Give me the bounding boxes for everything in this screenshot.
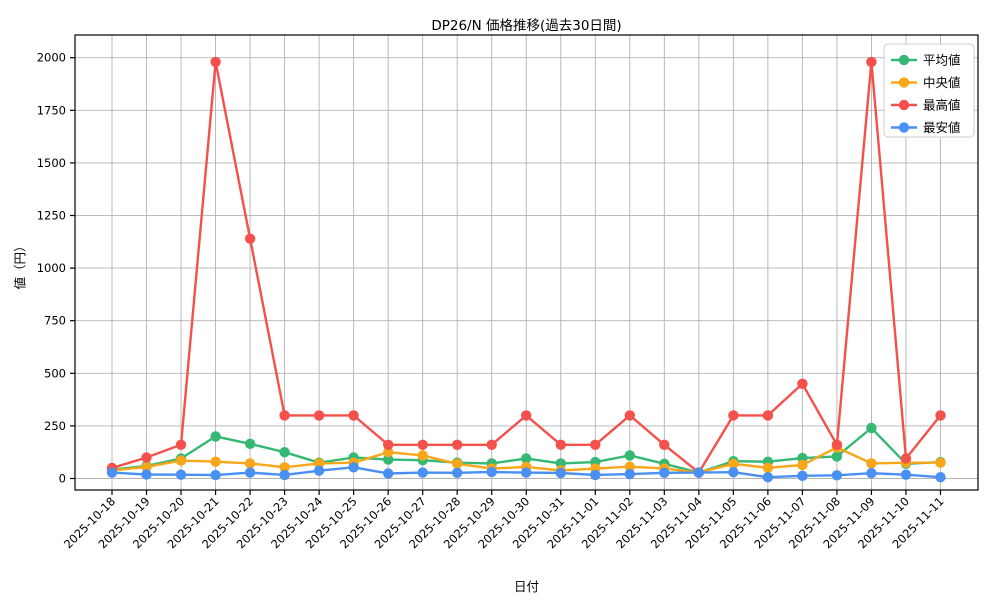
series-marker-2 bbox=[348, 410, 359, 421]
y-tick-label: 250 bbox=[44, 419, 66, 433]
series-marker-3 bbox=[383, 468, 394, 479]
series-marker-3 bbox=[521, 467, 532, 478]
series-marker-1 bbox=[797, 459, 808, 471]
series-marker-2 bbox=[521, 410, 532, 421]
y-tick-label: 2000 bbox=[37, 51, 66, 65]
series-marker-3 bbox=[693, 467, 704, 478]
series-marker-1 bbox=[313, 458, 325, 469]
y-tick-label: 1500 bbox=[37, 156, 66, 170]
series-marker-2 bbox=[831, 439, 843, 450]
series-marker-3 bbox=[728, 467, 739, 478]
series-marker-1 bbox=[866, 458, 877, 469]
series-marker-3 bbox=[279, 469, 290, 481]
series-marker-2 bbox=[417, 439, 428, 450]
series-marker-2 bbox=[279, 410, 290, 421]
series-marker-1 bbox=[279, 462, 290, 473]
series-marker-0 bbox=[624, 450, 635, 461]
series-marker-2 bbox=[900, 453, 912, 464]
legend-label-2: 最高値 bbox=[923, 98, 961, 113]
series-marker-3 bbox=[762, 472, 774, 483]
series-marker-3 bbox=[141, 469, 152, 480]
series-marker-0 bbox=[831, 451, 843, 462]
series-marker-3 bbox=[900, 469, 912, 480]
series-marker-1 bbox=[417, 450, 428, 461]
series-marker-3 bbox=[624, 468, 635, 480]
chart-title: DP26/N 価格推移(過去30日間) bbox=[431, 18, 622, 34]
y-tick-label: 500 bbox=[44, 366, 66, 380]
series-marker-2 bbox=[797, 378, 808, 389]
series-marker-1 bbox=[762, 462, 774, 473]
series-marker-0 bbox=[210, 431, 221, 442]
series-marker-2 bbox=[728, 410, 739, 421]
series-marker-2 bbox=[935, 410, 946, 421]
series-marker-2 bbox=[486, 439, 497, 450]
series-marker-1 bbox=[624, 461, 635, 472]
series-marker-0 bbox=[279, 447, 290, 458]
series-marker-3 bbox=[106, 467, 118, 478]
series-marker-3 bbox=[348, 462, 359, 473]
legend-label-3: 最安値 bbox=[923, 120, 961, 135]
x-axis-label: 日付 bbox=[513, 579, 539, 594]
legend-marker-2 bbox=[898, 99, 910, 111]
series-marker-1 bbox=[383, 447, 394, 458]
series-marker-3 bbox=[797, 470, 808, 481]
legend-label-1: 中央値 bbox=[923, 75, 961, 90]
y-tick-label: 1250 bbox=[37, 209, 66, 223]
series-marker-2 bbox=[555, 439, 566, 450]
series-marker-3 bbox=[313, 465, 325, 476]
legend-box bbox=[883, 43, 975, 138]
series-marker-3 bbox=[935, 472, 946, 483]
series-marker-0 bbox=[383, 454, 394, 465]
legend-marker-0 bbox=[898, 54, 910, 66]
series-marker-3 bbox=[417, 467, 428, 478]
series-marker-1 bbox=[141, 461, 152, 473]
series-marker-0 bbox=[244, 438, 256, 449]
series-marker-2 bbox=[452, 439, 463, 450]
series-marker-2 bbox=[624, 410, 635, 421]
series-marker-2 bbox=[313, 410, 325, 421]
series-marker-1 bbox=[935, 457, 946, 468]
series-marker-2 bbox=[590, 439, 601, 450]
series-marker-2 bbox=[210, 56, 221, 68]
series-marker-2 bbox=[762, 410, 774, 421]
series-marker-3 bbox=[555, 467, 566, 479]
series-marker-3 bbox=[244, 467, 256, 478]
legend-marker-3 bbox=[898, 122, 910, 133]
y-tick-label: 0 bbox=[59, 472, 66, 486]
series-marker-3 bbox=[590, 469, 601, 481]
series-marker-3 bbox=[831, 470, 843, 481]
y-tick-label: 750 bbox=[44, 314, 66, 328]
series-marker-0 bbox=[521, 453, 532, 464]
series-marker-3 bbox=[452, 467, 463, 478]
series-marker-1 bbox=[728, 458, 739, 469]
series-marker-2 bbox=[383, 439, 394, 450]
series-marker-2 bbox=[141, 452, 152, 463]
series-marker-3 bbox=[659, 467, 670, 478]
legend-marker-1 bbox=[898, 77, 910, 88]
y-tick-label: 1000 bbox=[37, 261, 66, 275]
series-marker-1 bbox=[244, 458, 256, 469]
y-tick-label: 1750 bbox=[37, 103, 66, 117]
series-marker-1 bbox=[210, 456, 221, 467]
legend-label-0: 平均値 bbox=[923, 53, 961, 68]
series-marker-2 bbox=[244, 233, 256, 244]
series-marker-1 bbox=[175, 455, 187, 466]
series-marker-2 bbox=[659, 439, 670, 450]
series-marker-3 bbox=[866, 468, 877, 479]
series-marker-2 bbox=[866, 56, 877, 68]
y-axis-label: 値（円） bbox=[12, 239, 28, 290]
series-marker-3 bbox=[486, 466, 497, 478]
series-marker-1 bbox=[452, 458, 463, 469]
series-marker-0 bbox=[866, 422, 877, 434]
series-marker-3 bbox=[175, 469, 187, 480]
series-marker-2 bbox=[175, 439, 187, 450]
series-marker-3 bbox=[210, 469, 221, 481]
